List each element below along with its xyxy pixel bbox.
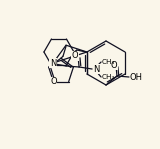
Text: N: N xyxy=(93,65,100,73)
Text: CH₃: CH₃ xyxy=(102,74,116,80)
Text: OH: OH xyxy=(130,73,143,82)
Text: N: N xyxy=(50,59,56,67)
Text: CH₃: CH₃ xyxy=(102,59,116,65)
Text: O: O xyxy=(72,52,78,60)
Text: O: O xyxy=(111,60,117,69)
Text: O: O xyxy=(50,77,57,86)
